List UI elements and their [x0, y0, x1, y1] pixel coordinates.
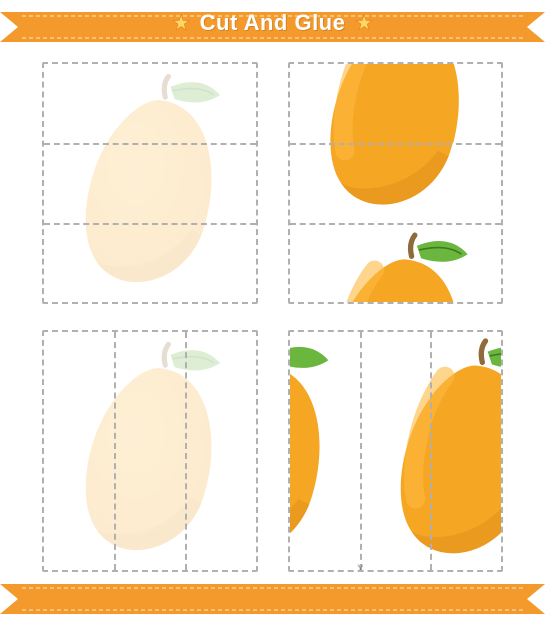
cut-line — [290, 223, 502, 225]
cut-line — [430, 332, 432, 570]
cut-line — [44, 223, 256, 225]
panel-top-left — [42, 62, 258, 304]
mango-faded-vertical — [44, 332, 256, 570]
mango-piece — [290, 332, 360, 570]
panel-bottom-left — [42, 330, 258, 572]
panel-bottom-right: ✂ — [288, 330, 504, 572]
cut-line — [185, 332, 187, 570]
cut-line — [114, 332, 116, 570]
mango-piece — [290, 143, 502, 222]
star-icon-left — [172, 14, 190, 32]
mango-piece — [360, 332, 430, 570]
title-bar: Cut And Glue — [172, 10, 374, 36]
star-icon-right — [355, 14, 373, 32]
mango-piece — [430, 332, 500, 570]
mango-piece — [290, 223, 502, 302]
bottom-banner — [0, 584, 545, 614]
banner-ribbon-bottom — [0, 584, 545, 614]
scissors-icon: ✂ — [353, 564, 367, 572]
worksheet-grid: ✂ — [42, 62, 503, 572]
page-title: Cut And Glue — [200, 10, 346, 36]
cut-line — [290, 143, 502, 145]
cut-line — [360, 332, 362, 570]
panel-top-right: ✂ — [288, 62, 504, 304]
cut-line — [44, 143, 256, 145]
mango-piece — [290, 64, 502, 143]
scissors-icon: ✂ — [288, 216, 296, 230]
mango-faded-horizontal — [44, 64, 256, 302]
